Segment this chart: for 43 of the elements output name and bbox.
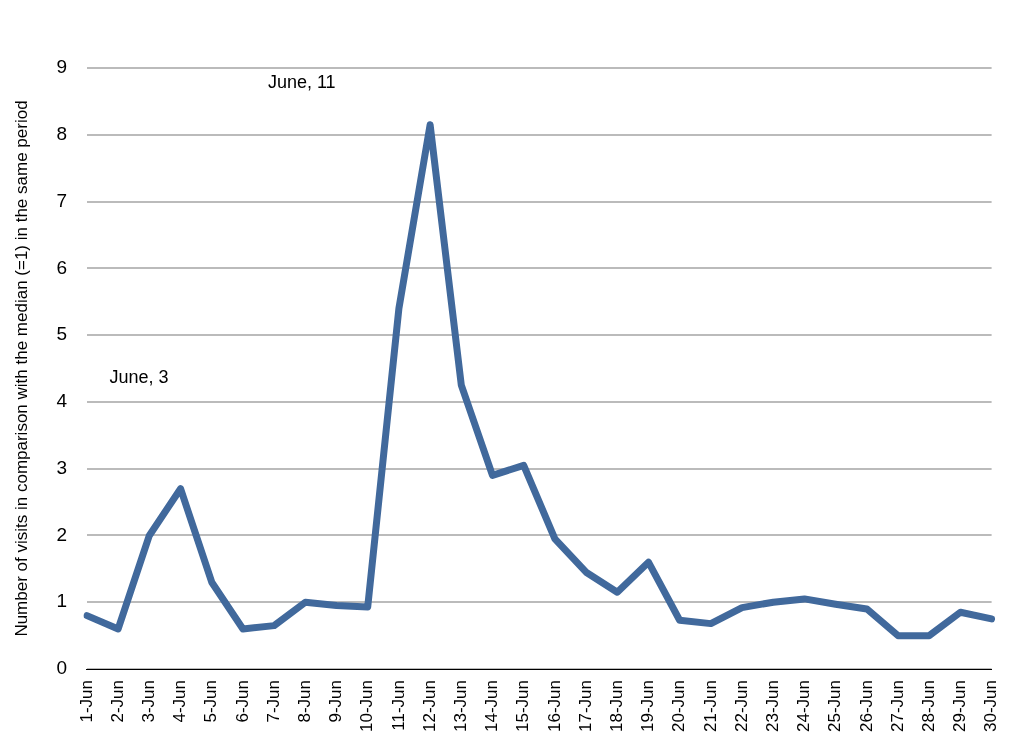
x-tick-label: 8-Jun [295, 680, 315, 723]
x-tick-label: 11-Jun [388, 680, 408, 731]
y-tick-label: 2 [56, 523, 67, 545]
x-tick-label: 23-Jun [762, 680, 782, 732]
y-tick-label: 7 [56, 189, 67, 211]
x-tick-label: 27-Jun [887, 680, 907, 732]
x-tick-label: 14-Jun [482, 680, 502, 732]
y-axis-title: Number of visits in comparison with the median (=1) in the same period [11, 100, 31, 637]
y-tick-label: 6 [56, 256, 67, 278]
x-tick-label: 30-Jun [981, 680, 1001, 732]
x-tick-label: 9-Jun [326, 680, 346, 723]
x-tick-label: 13-Jun [450, 680, 470, 732]
x-tick-label: 29-Jun [950, 680, 970, 732]
y-tick-label: 8 [56, 123, 67, 145]
x-tick-label: 18-Jun [606, 680, 626, 732]
x-tick-label: 22-Jun [731, 680, 751, 732]
x-tick-label: 24-Jun [794, 680, 814, 732]
x-tick-label: 16-Jun [544, 680, 564, 732]
x-tick-label: 2-Jun [107, 680, 127, 723]
x-tick-label: 15-Jun [513, 680, 533, 732]
annotation: June, 11 [267, 72, 336, 93]
x-tick-label: 4-Jun [170, 680, 190, 723]
y-tick-label: 4 [56, 390, 68, 412]
x-tick-label: 1-Jun [76, 680, 96, 723]
x-tick-label: 12-Jun [419, 680, 439, 732]
x-tick-label: 5-Jun [201, 680, 221, 723]
x-tick-label: 7-Jun [263, 680, 283, 723]
y-tick-label: 3 [56, 456, 67, 478]
x-tick-label: 6-Jun [232, 680, 252, 723]
x-tick-label: 3-Jun [139, 680, 159, 723]
y-tick-label: 1 [56, 590, 67, 612]
x-tick-label: 21-Jun [700, 680, 720, 732]
x-tick-label: 20-Jun [669, 680, 689, 732]
x-tick-label: 17-Jun [575, 680, 595, 732]
x-tick-label: 25-Jun [825, 680, 845, 732]
y-tick-label: 9 [56, 56, 67, 78]
x-tick-label: 10-Jun [357, 680, 377, 732]
x-tick-label: 26-Jun [856, 680, 876, 732]
x-tick-label: 19-Jun [638, 680, 658, 732]
y-tick-label: 5 [56, 323, 67, 345]
x-tick-label: 28-Jun [918, 680, 938, 732]
y-tick-label: 0 [56, 657, 67, 679]
annotation: June, 3 [109, 366, 169, 387]
